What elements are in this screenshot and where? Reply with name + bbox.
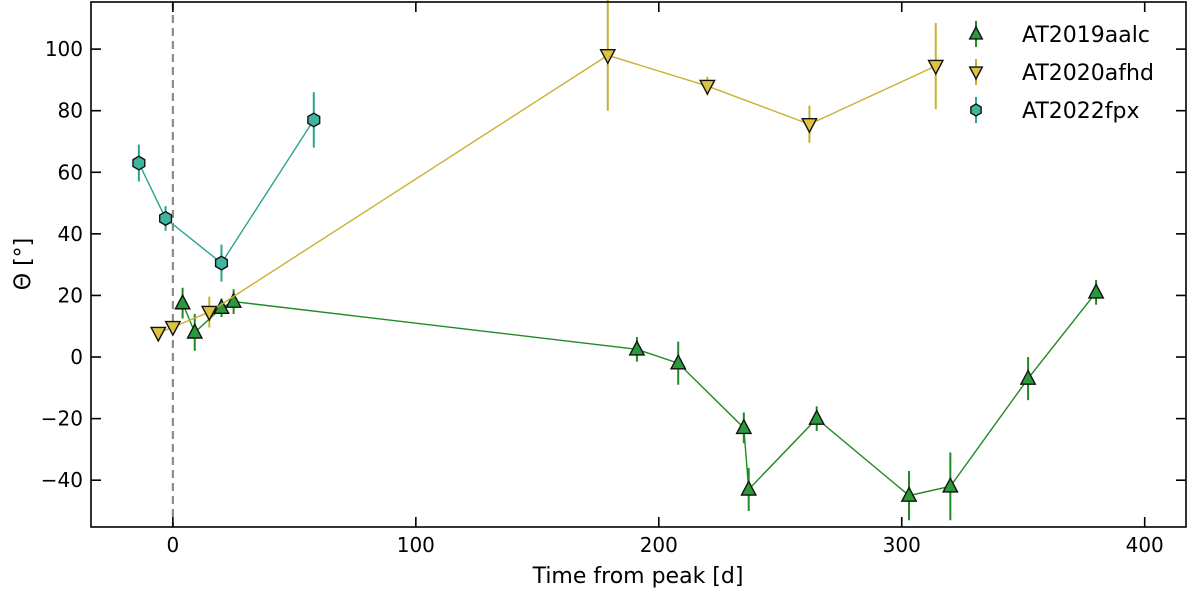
- triangle-up-marker: [941, 476, 959, 493]
- y-tick-label: −40: [41, 468, 83, 492]
- y-tick-label: 40: [58, 222, 83, 246]
- triangle-up-marker: [1019, 369, 1037, 385]
- x-tick-label: 300: [883, 533, 921, 557]
- legend-item: AT2019aalc: [968, 21, 1150, 48]
- triangle-up-marker: [900, 486, 918, 502]
- series-AT2019aalc: [174, 280, 1105, 521]
- triangle-down-marker: [699, 79, 716, 96]
- legend-label: AT2020afhd: [1022, 61, 1154, 86]
- series-line: [138, 119, 315, 265]
- axes: 0 100 200 300 400 −40 −20 0 20 40 60 80 100: [41, 1, 1187, 557]
- triangle-down-marker: [968, 66, 984, 81]
- hexagon-marker: [970, 103, 982, 117]
- x-axis-label: Time from peak [d]: [532, 564, 744, 588]
- triangle-up-marker: [186, 322, 204, 339]
- y-tick-label: 100: [45, 37, 83, 61]
- y-axis-label: Θ [°]: [11, 238, 36, 290]
- triangle-up-marker: [808, 409, 826, 425]
- y-tick-label: −20: [41, 407, 83, 431]
- x-tick-label: 0: [167, 533, 180, 557]
- triangle-up-marker: [1087, 282, 1105, 299]
- triangle-up-marker: [225, 292, 242, 308]
- x-tick-label: 200: [640, 533, 678, 557]
- x-tick-label: 100: [397, 533, 435, 557]
- hexagon-marker: [158, 210, 173, 227]
- y-tick-label: 80: [58, 99, 83, 123]
- legend-item: AT2020afhd: [968, 59, 1154, 86]
- hexagon-marker: [214, 255, 229, 271]
- hexagon-marker: [307, 112, 321, 128]
- triangle-up-marker: [735, 418, 753, 435]
- triangle-down-marker: [149, 326, 167, 343]
- plot-area: [132, 0, 1105, 527]
- triangle-up-marker: [174, 293, 191, 310]
- triangle-up-marker: [669, 353, 687, 370]
- triangle-down-marker: [200, 305, 218, 322]
- triangle-up-marker: [628, 339, 646, 356]
- triangle-down-marker: [927, 59, 945, 76]
- hexagon-marker: [132, 155, 146, 171]
- series-AT2022fpx: [132, 92, 321, 282]
- series-AT2020afhd: [149, 0, 945, 343]
- x-tick-label: 400: [1126, 533, 1164, 557]
- triangle-up-marker: [968, 25, 984, 40]
- y-tick-label: 20: [58, 283, 83, 307]
- legend: AT2019aalc AT2020afhd AT2022fpx: [968, 21, 1154, 124]
- series-line: [158, 54, 937, 334]
- legend-label: AT2019aalc: [1022, 23, 1150, 48]
- y-tick-label: 0: [70, 345, 83, 369]
- triangle-down-marker: [164, 320, 182, 337]
- y-tick-label: 60: [58, 160, 83, 184]
- series-line: [181, 291, 1097, 497]
- triangle-down-marker: [599, 48, 617, 65]
- axes-frame: [90, 1, 1187, 528]
- triangle-down-marker: [801, 117, 818, 134]
- triangle-up-marker: [740, 479, 758, 496]
- legend-item: AT2022fpx: [970, 97, 1140, 124]
- legend-label: AT2022fpx: [1022, 99, 1140, 124]
